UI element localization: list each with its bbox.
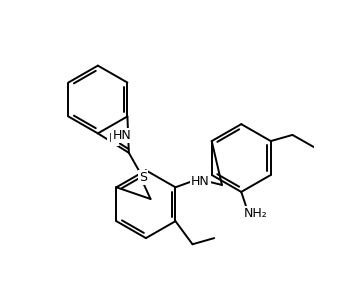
Text: HN: HN — [112, 129, 131, 142]
Text: NH₂: NH₂ — [243, 207, 267, 220]
Text: HN: HN — [191, 175, 210, 188]
Text: N: N — [109, 132, 118, 145]
Text: S: S — [139, 171, 147, 184]
